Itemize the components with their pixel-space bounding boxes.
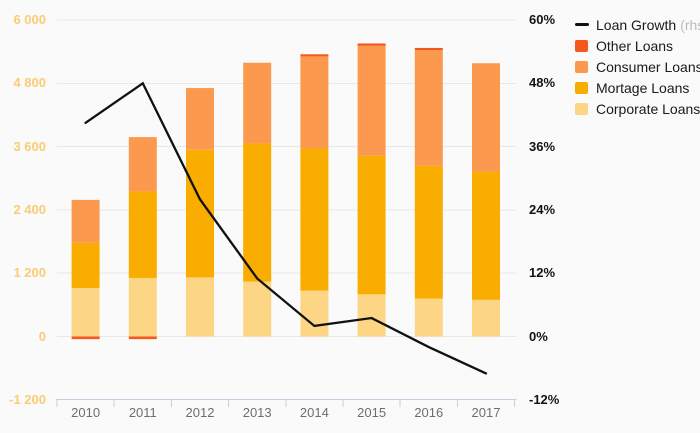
x-axis-label-2015: 2015: [357, 405, 387, 420]
consumer-loans-swatch-icon: [575, 60, 588, 73]
legend-label: Loan Growth: [596, 16, 677, 33]
bar-segment-other-loans-2010: [71, 336, 100, 340]
x-axis-label-2014: 2014: [299, 405, 329, 420]
mortage-loans-swatch-icon: [575, 81, 588, 94]
x-axis-label-2011: 2011: [128, 405, 157, 420]
legend-item-loan-growth[interactable]: Loan Growth(rhs): [575, 14, 700, 35]
bar-segment-consumer-loans-2011: [128, 137, 157, 192]
right-axis-label: 0%: [529, 328, 548, 344]
legend-label: Other Loans: [596, 37, 674, 54]
bar-segment-consumer-loans-2010: [71, 199, 100, 243]
legend-item-mortage-loans[interactable]: Mortage Loans: [575, 77, 700, 98]
bar-segment-other-loans-2015: [357, 43, 386, 46]
bar-segment-other-loans-2014: [300, 54, 329, 57]
x-axis-label-2017: 2017: [471, 405, 501, 420]
bar-segment-other-loans-2016: [414, 47, 443, 51]
left-axis-label: 4 800: [13, 75, 46, 91]
left-axis-label: -1 200: [9, 391, 46, 407]
x-axis-label-2013: 2013: [242, 405, 272, 420]
chart-legend: Loan Growth(rhs) Other Loans Consumer Loan…: [575, 14, 700, 119]
bar-segment-consumer-loans-2014: [300, 56, 329, 149]
legend-label-suffix: (rhs): [680, 16, 700, 33]
bar-segment-corporate-loans-2012: [186, 277, 214, 337]
loan-growth-line: [84, 81, 488, 375]
legend-line-icon: [575, 23, 589, 26]
bar-segment-consumer-loans-2017: [472, 63, 500, 172]
right-axis-label: -12%: [529, 391, 560, 407]
bar-segment-corporate-loans-2013: [243, 281, 272, 337]
bar-segment-corporate-loans-2011: [128, 277, 157, 337]
bar-segment-mortage-loans-2014: [300, 148, 329, 291]
right-axis-label: 48%: [529, 75, 556, 91]
corporate-loans-swatch-icon: [575, 102, 588, 115]
legend-item-corporate-loans[interactable]: Corporate Loans: [575, 98, 700, 119]
bar-segment-other-loans-2011: [128, 336, 157, 340]
left-axis-label: 2 400: [13, 201, 46, 217]
legend-item-other-loans[interactable]: Other Loans: [575, 35, 700, 56]
bar-segment-corporate-loans-2010: [71, 287, 100, 337]
bar-segment-mortage-loans-2017: [472, 171, 500, 300]
right-axis-label: 60%: [529, 12, 556, 27]
legend-label: Consumer Loans: [596, 58, 700, 75]
other-loans-swatch-icon: [575, 39, 588, 52]
bar-segment-corporate-loans-2016: [414, 298, 443, 337]
bar-segment-mortage-loans-2010: [71, 242, 100, 288]
bar-segment-mortage-loans-2013: [243, 143, 272, 282]
right-axis-label: 24%: [529, 201, 556, 217]
bar-segment-consumer-loans-2015: [357, 45, 386, 156]
bar-segment-mortage-loans-2016: [414, 165, 443, 299]
left-axis-label: 1 200: [13, 265, 46, 281]
bar-segment-corporate-loans-2014: [300, 290, 329, 337]
bar-segment-mortage-loans-2011: [128, 191, 157, 278]
bar-segment-consumer-loans-2013: [243, 62, 272, 144]
bar-segment-consumer-loans-2016: [414, 50, 443, 166]
left-axis-label: 0: [38, 328, 46, 344]
right-axis-label: 36%: [529, 138, 556, 154]
bar-segment-corporate-loans-2017: [472, 299, 500, 337]
bar-segment-corporate-loans-2015: [357, 294, 386, 337]
x-axis-label-2016: 2016: [414, 405, 444, 420]
bar-segment-consumer-loans-2012: [186, 88, 214, 150]
left-axis-label: 6 000: [13, 12, 46, 27]
x-axis-label-2012: 2012: [185, 405, 215, 420]
bar-segment-mortage-loans-2015: [357, 155, 386, 295]
left-axis-label: 3 600: [13, 138, 46, 154]
x-axis-label-2010: 2010: [71, 405, 101, 420]
legend-label: Mortage Loans: [596, 79, 690, 96]
legend-label: Corporate Loans: [596, 100, 700, 117]
right-axis-label: 12%: [529, 265, 556, 281]
legend-item-consumer-loans[interactable]: Consumer Loans: [575, 56, 700, 77]
